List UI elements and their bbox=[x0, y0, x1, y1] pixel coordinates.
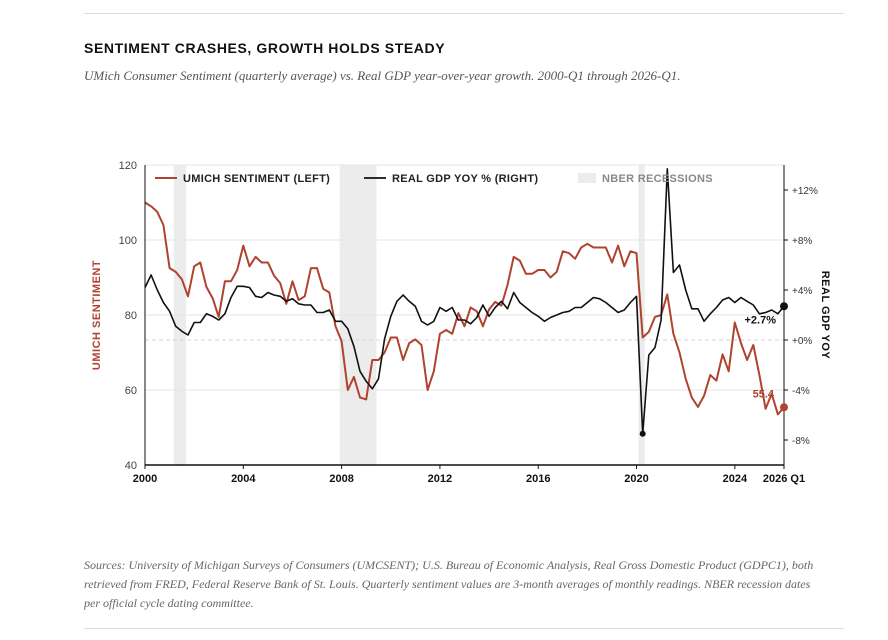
axes: 40 60 80 100 120 +12% +8% +4% +0% -4% -8% 2000 2004 2… bbox=[91, 160, 831, 485]
x-tick-label: 2008 bbox=[329, 473, 353, 485]
legend-label-recession: NBER RECESSIONS bbox=[602, 173, 713, 185]
annotations: 55.4 +2.7% bbox=[639, 302, 788, 437]
x-tick-label: 2000 bbox=[133, 473, 157, 485]
source-note: Sources: University of Michigan Surveys … bbox=[84, 558, 814, 610]
legend-label-sentiment: UMICH SENTIMENT (LEFT) bbox=[183, 173, 330, 185]
gdp-covid-trough-dot bbox=[639, 430, 646, 437]
x-tick-label: 2004 bbox=[231, 473, 256, 485]
chart-subtitle: UMich Consumer Sentiment (quarterly aver… bbox=[84, 68, 681, 83]
x-tick-label: 2016 bbox=[526, 473, 550, 485]
x-tick-label: 2026 Q1 bbox=[763, 473, 805, 485]
x-tick-label: 2012 bbox=[428, 473, 452, 485]
left-tick-label: 100 bbox=[119, 235, 137, 247]
x-tick-label: 2024 bbox=[723, 473, 748, 485]
top-rule bbox=[84, 13, 844, 14]
left-axis-title: UMICH SENTIMENT bbox=[91, 260, 103, 370]
gdp-endpoint-dot bbox=[780, 302, 788, 311]
x-tick-label: 2020 bbox=[624, 473, 648, 485]
chart: 40 60 80 100 120 +12% +8% +4% +0% -4% -8% 2000 2004 2… bbox=[91, 160, 831, 485]
left-tick-label: 60 bbox=[125, 385, 137, 397]
right-tick-label: -8% bbox=[792, 436, 810, 447]
gdp-endpoint-label: +2.7% bbox=[745, 314, 777, 326]
right-tick-label: +12% bbox=[792, 186, 818, 197]
legend: UMICH SENTIMENT (LEFT) REAL GDP YOY % (RI… bbox=[155, 173, 713, 185]
legend-swatch-recession bbox=[578, 173, 596, 183]
left-tick-label: 80 bbox=[125, 310, 137, 322]
gdp-line bbox=[144, 168, 785, 435]
chart-title: SENTIMENT CRASHES, GROWTH HOLDS STEADY bbox=[84, 40, 446, 56]
legend-label-gdp: REAL GDP YOY % (RIGHT) bbox=[392, 173, 538, 185]
right-axis-title: REAL GDP YOY bbox=[819, 271, 831, 360]
sentiment-endpoint-label: 55.4 bbox=[753, 388, 775, 400]
right-tick-label: +0% bbox=[792, 336, 812, 347]
right-tick-label: +8% bbox=[792, 236, 812, 247]
bottom-rule bbox=[84, 628, 844, 629]
left-tick-label: 120 bbox=[119, 160, 137, 172]
sentiment-endpoint-dot bbox=[780, 403, 788, 412]
left-tick-label: 40 bbox=[125, 460, 137, 472]
gridlines bbox=[145, 164, 784, 391]
right-tick-label: -4% bbox=[792, 386, 810, 397]
right-tick-label: +4% bbox=[792, 286, 812, 297]
sentiment-line bbox=[144, 201, 785, 416]
series-lines bbox=[144, 168, 785, 435]
